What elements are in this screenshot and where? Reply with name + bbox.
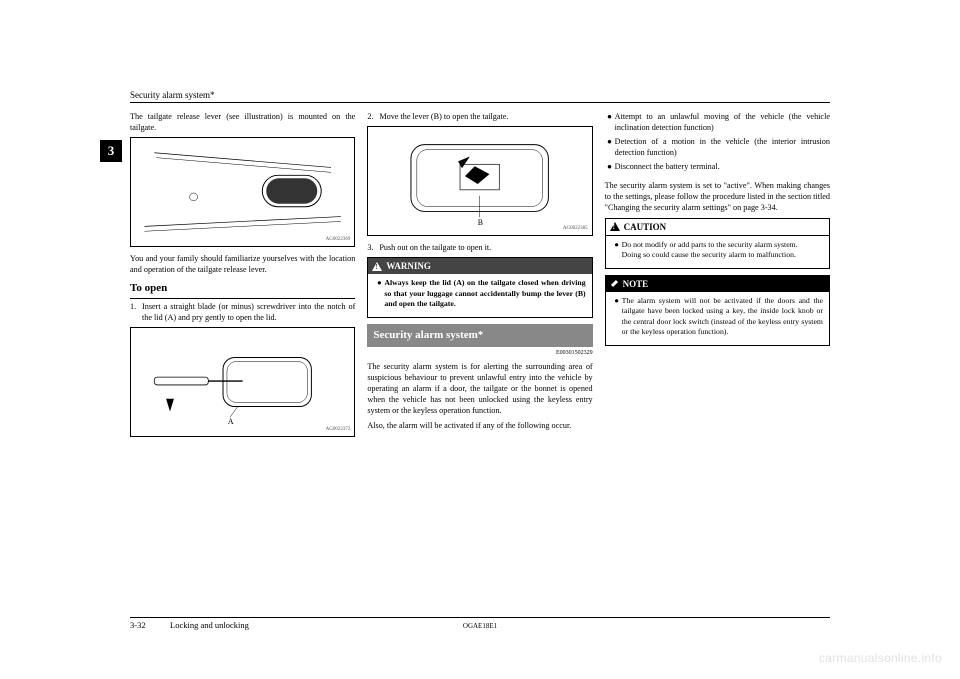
- content-columns: The tailgate release lever (see illustra…: [130, 111, 830, 443]
- warning-box: WARNING ● Always keep the lid (A) on the…: [367, 257, 592, 318]
- list-item: ● Disconnect the battery terminal.: [605, 161, 830, 172]
- caution-body: ● Do not modify or add parts to the secu…: [606, 236, 829, 268]
- section-title-bar: Security alarm system*: [367, 324, 592, 347]
- note-body: ● The alarm system will not be activated…: [606, 292, 829, 345]
- list-item: ● Attempt to an unlawful moving of the v…: [605, 111, 830, 133]
- bullet-text: Disconnect the battery terminal.: [615, 161, 830, 172]
- note-text: The alarm system will not be activated i…: [622, 296, 823, 338]
- column-2: 2. Move the lever (B) to open the tailga…: [367, 111, 592, 443]
- illustration-svg: A: [131, 328, 354, 436]
- step-number: 3.: [367, 242, 379, 253]
- label-b: B: [478, 218, 483, 227]
- body-text: You and your family should familiarize y…: [130, 253, 355, 275]
- bullet: ●: [605, 111, 615, 133]
- illustration-svg: [131, 138, 354, 246]
- manual-page: Security alarm system* 3 The tailgate re…: [130, 90, 830, 630]
- step-2: 2. Move the lever (B) to open the tailga…: [367, 111, 592, 122]
- figure-code: AG0022385: [563, 226, 588, 233]
- column-3: ● Attempt to an unlawful moving of the v…: [605, 111, 830, 443]
- body-text: Also, the alarm will be activated if any…: [367, 420, 592, 431]
- column-1: The tailgate release lever (see illustra…: [130, 111, 355, 443]
- header-section-title: Security alarm system*: [130, 90, 214, 100]
- caution-line2: Doing so could cause the security alarm …: [622, 250, 796, 259]
- step-1: 1. Insert a straight blade (or minus) sc…: [130, 301, 355, 323]
- note-title: NOTE: [623, 278, 649, 290]
- bullet-text: Detection of a motion in the vehicle (th…: [615, 136, 830, 158]
- illustration-svg: B: [368, 127, 591, 235]
- warning-header: WARNING: [368, 258, 591, 274]
- figure-lever-b: B AG0022385: [367, 126, 592, 236]
- bullet: ●: [605, 136, 615, 158]
- warning-icon: [372, 262, 382, 271]
- caution-icon: [610, 222, 620, 231]
- caution-text: Do not modify or add parts to the securi…: [622, 240, 823, 261]
- footer-page-number: 3-32: [130, 620, 170, 630]
- step-3: 3. Push out on the tailgate to open it.: [367, 242, 592, 253]
- warning-title: WARNING: [386, 260, 431, 272]
- page-header: Security alarm system*: [130, 90, 830, 103]
- bullet: ●: [374, 278, 384, 310]
- footer-doc-code: OGAE18E1: [463, 622, 497, 630]
- figure-code: AG0022369: [326, 237, 351, 244]
- warning-text: Always keep the lid (A) on the tailgate …: [384, 278, 585, 310]
- bullet-text: Attempt to an unlawful moving of the veh…: [615, 111, 830, 133]
- body-text: The security alarm system is for alertin…: [367, 361, 592, 416]
- list-item: ● Detection of a motion in the vehicle (…: [605, 136, 830, 158]
- note-icon: [610, 279, 619, 288]
- label-a: A: [228, 417, 234, 426]
- note-header: NOTE: [606, 276, 829, 292]
- step-text: Move the lever (B) to open the tailgate.: [379, 111, 592, 122]
- step-text: Insert a straight blade (or minus) screw…: [142, 301, 355, 323]
- step-text: Push out on the tailgate to open it.: [379, 242, 592, 253]
- chapter-tab: 3: [100, 140, 122, 162]
- figure-screwdriver-lid: A AG0022372: [130, 327, 355, 437]
- caution-header: CAUTION: [606, 219, 829, 236]
- body-text: The tailgate release lever (see illustra…: [130, 111, 355, 133]
- warning-body: ● Always keep the lid (A) on the tailgat…: [368, 274, 591, 317]
- note-box: NOTE ● The alarm system will not be acti…: [605, 275, 830, 346]
- chapter-number: 3: [108, 143, 115, 159]
- heading-to-open: To open: [130, 281, 355, 299]
- figure-code: AG0022372: [326, 427, 351, 434]
- section-code: E00301502329: [367, 349, 592, 357]
- caution-box: CAUTION ● Do not modify or add parts to …: [605, 218, 830, 269]
- bullet: ●: [612, 240, 622, 261]
- step-number: 2.: [367, 111, 379, 122]
- caution-line1: Do not modify or add parts to the securi…: [622, 240, 798, 249]
- caution-title: CAUTION: [624, 221, 667, 233]
- step-number: 1.: [130, 301, 142, 323]
- watermark: carmanualsonline.info: [819, 651, 942, 665]
- body-text: The security alarm system is set to "act…: [605, 180, 830, 213]
- bullet: ●: [605, 161, 615, 172]
- figure-tailgate-lever-location: AG0022369: [130, 137, 355, 247]
- footer-section-name: Locking and unlocking: [170, 620, 830, 630]
- bullet: ●: [612, 296, 622, 338]
